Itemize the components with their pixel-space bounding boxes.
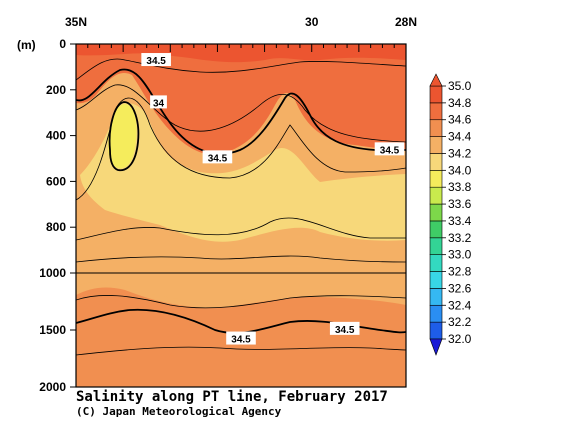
colorbar-label: 34.4	[448, 130, 472, 144]
contour-34-5-upper	[76, 68, 406, 155]
salinity-field	[76, 44, 406, 387]
field-low-core	[80, 103, 406, 242]
colorbar-segment	[429, 136, 443, 154]
contour-labels: 34.5 34 34.5 34.5 34.5 34.5	[141, 53, 405, 346]
field-surface-max	[76, 44, 406, 63]
colorbar-label: 35.0	[448, 79, 472, 93]
y-axis-unit: (m)	[17, 38, 36, 52]
y-axis-ticks: 0 200 400 600 800 1000 1500 2000	[39, 37, 76, 394]
contour-label-2: 34	[153, 98, 165, 109]
field-min-core	[108, 104, 137, 169]
y-tick-label: 200	[46, 83, 66, 97]
contour-line-7	[76, 346, 406, 356]
colorbar-segment	[429, 186, 443, 205]
colorbar-segment	[429, 153, 443, 171]
colorbar-segment	[429, 119, 443, 137]
x-axis-ticks: 35N 30 28N	[65, 15, 417, 52]
colorbar-label: 32.6	[448, 281, 472, 295]
colorbar-label: 34.8	[448, 96, 472, 110]
x-tick-label: 35N	[65, 15, 87, 29]
colorbar-label: 32.0	[448, 332, 472, 346]
colorbar-segment	[429, 321, 443, 340]
colorbar-label: 32.4	[448, 298, 472, 312]
y-tick-label: 600	[46, 174, 66, 188]
contour-label-4: 34.5	[380, 145, 400, 156]
contour-line-6	[76, 295, 406, 309]
colorbar-segment	[429, 271, 443, 289]
contour-line-2	[76, 84, 406, 143]
contour-label-bg-2	[150, 95, 167, 109]
chart-title: Salinity along PT line, February 2017	[76, 389, 388, 405]
colorbar-segment	[429, 170, 443, 188]
contour-label-bg-6	[329, 321, 360, 335]
y-tick-label: 2000	[39, 380, 66, 394]
contour-label-5: 34.5	[231, 335, 251, 346]
contour-34-5-lower	[76, 308, 406, 334]
colorbar: 32.0 32.2 32.4 32.6 32.8 33.0 33.2 33.4 33.6 33.8…	[429, 73, 472, 356]
colorbar-label: 33.4	[448, 214, 472, 228]
colorbar-segment	[429, 304, 443, 323]
colorbar-segment	[429, 203, 443, 222]
contour-label-bg-4	[374, 142, 405, 156]
chart-credit: (C) Japan Meteorological Agency	[76, 405, 282, 418]
contour-label-6: 34.5	[335, 325, 355, 336]
y-tick-label: 400	[46, 129, 66, 143]
colorbar-label: 33.6	[448, 197, 472, 211]
colorbar-label: 33.8	[448, 180, 472, 194]
y-tick-label: 800	[46, 220, 66, 234]
contour-34-0	[108, 101, 140, 172]
colorbar-segment	[429, 288, 443, 306]
contour-line-4	[76, 217, 406, 241]
colorbar-label: 34.2	[448, 146, 472, 160]
contour-label-bg-1	[141, 53, 171, 67]
contour-line-1	[76, 58, 406, 81]
colorbar-label: 32.8	[448, 265, 472, 279]
contour-lines	[76, 58, 406, 356]
contour-label-bg-5	[226, 331, 256, 345]
colorbar-label: 33.2	[448, 231, 472, 245]
field-intermediate-lower	[76, 273, 406, 302]
y-tick-label: 1000	[39, 266, 66, 280]
colorbar-label: 33.0	[448, 248, 472, 262]
colorbar-segment	[429, 102, 443, 121]
x-tick-label: 28N	[395, 15, 417, 29]
colorbar-segment	[429, 237, 443, 255]
contour-label-bg-3	[202, 150, 233, 164]
y-tick-label: 1500	[39, 323, 66, 337]
colorbar-segment	[429, 85, 443, 104]
y-tick-label: 0	[59, 37, 66, 51]
contour-label-1: 34.5	[146, 56, 166, 67]
colorbar-segment	[429, 220, 443, 239]
contour-label-3: 34.5	[208, 153, 228, 164]
field-surface-high	[76, 44, 406, 155]
colorbar-label: 32.2	[448, 315, 472, 329]
colorbar-label: 34.0	[448, 163, 472, 177]
colorbar-extend-bottom	[429, 338, 443, 356]
contour-line-5	[76, 255, 406, 263]
colorbar-label: 34.6	[448, 113, 472, 127]
colorbar-extend-top	[429, 73, 443, 87]
x-tick-label: 30	[305, 15, 319, 29]
colorbar-segment	[429, 254, 443, 272]
